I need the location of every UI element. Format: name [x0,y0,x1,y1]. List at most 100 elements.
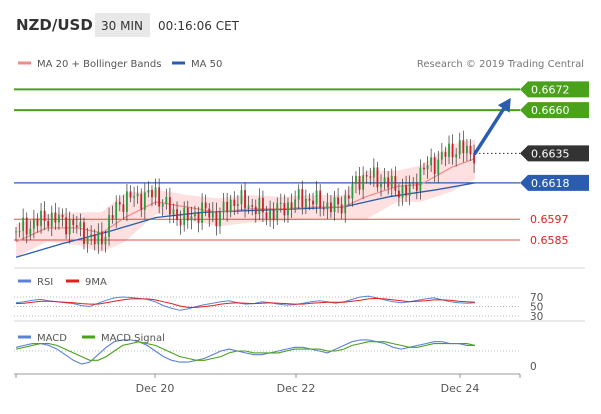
candle-body [297,189,300,200]
candle-body [211,211,214,218]
candle-body [68,219,71,235]
candle-body [315,190,318,205]
candle-body [272,210,275,221]
rsi-ref-label: 30 [530,311,543,323]
candle-body [233,199,236,206]
legend-ma20-label: MA 20 + Bollinger Bands [37,59,161,70]
candle-body [247,205,250,209]
candle-body [108,215,110,237]
candle-body [358,175,361,190]
candle-body [186,207,189,221]
candle-body [287,202,289,216]
candle-body [100,231,103,245]
rsi-line [15,295,476,311]
candle-body [22,217,25,232]
candle-body [437,159,440,175]
legend-rsi-label: RSI [37,277,53,288]
candle-body [165,197,168,205]
candle-body [40,210,42,226]
candle-body [369,176,372,178]
candle-body [15,231,17,233]
price-panel: 0.6672 0.6660 0.6635 0.6618 0.6597 0.6585 [14,81,589,258]
candle-body [448,143,450,157]
candle-body [408,183,411,196]
candle-body [423,167,425,170]
rsi-ref-label: 50 [530,302,543,314]
candle-body [86,236,89,244]
target-price-box [520,102,589,119]
candle-body [301,189,304,207]
macd-zero-label: 0 [530,361,537,373]
candle-body [319,190,322,209]
candle-body [176,209,178,221]
pair-title: NZD/USD [16,16,93,34]
candle-body [279,202,282,204]
candle-body [133,196,135,198]
candle-body [415,182,418,191]
candle-body [308,198,311,201]
candle-body [236,204,239,206]
candle-body [473,154,475,164]
candle-body [219,212,221,227]
candle-body [401,185,404,198]
x-tick-label: Dec 20 [136,382,175,395]
candle-body [122,204,125,212]
candle-body [43,210,46,222]
candle-body [50,212,53,227]
candle-body [179,220,182,226]
candle-body [197,213,200,223]
candle-body [72,219,75,226]
candle-body [265,212,268,219]
candle-body [61,214,64,218]
candle-body [47,221,50,227]
pivot-price-label: 0.6618 [531,177,570,190]
macd-panel: 0 [14,339,537,373]
candle-body [344,195,347,214]
candle-body [161,204,164,207]
ma20-line [15,158,476,243]
candle-body [387,177,390,188]
candle-body [398,190,400,198]
candle-body [226,201,229,213]
candle-body [97,231,100,245]
candle-body [118,202,121,205]
candle-body [136,193,139,197]
candle-body [380,182,382,188]
candle-body [455,154,458,158]
macd-signal-line [15,341,476,361]
timeframe-label: 30 MIN [101,19,143,33]
pivot-price-box [520,174,589,191]
candle-body [466,145,468,154]
candle-body [258,197,261,215]
candle-body [394,175,397,191]
candle-body [29,228,32,235]
candle-body [347,195,350,199]
forecast-arrow-head [497,97,511,113]
candle-body [36,219,39,226]
candle-body [93,234,96,245]
candle-body [294,199,297,209]
candle-body [204,202,207,209]
candle-body [104,236,107,245]
candle-body [154,187,157,198]
candle-body [151,189,153,198]
support-price-label: 0.6597 [530,213,569,226]
candle-body [462,140,465,154]
forecast-arrow [473,102,509,156]
candle-body [254,206,257,215]
candle-body [75,225,78,227]
legend-macd-signal-label: MACD Signal [101,333,165,344]
candle-body [90,234,93,237]
legend-ma50-label: MA 50 [191,59,222,70]
candle-body [222,201,225,213]
candle-body [215,211,218,227]
candle-body [269,210,271,219]
candle-body [444,152,447,157]
candle-body [333,197,336,213]
candle-body [365,175,368,177]
legend-9ma-label: 9MA [85,277,107,288]
candle-body [322,208,325,210]
macd-line [15,339,475,365]
candle-body [229,199,232,213]
